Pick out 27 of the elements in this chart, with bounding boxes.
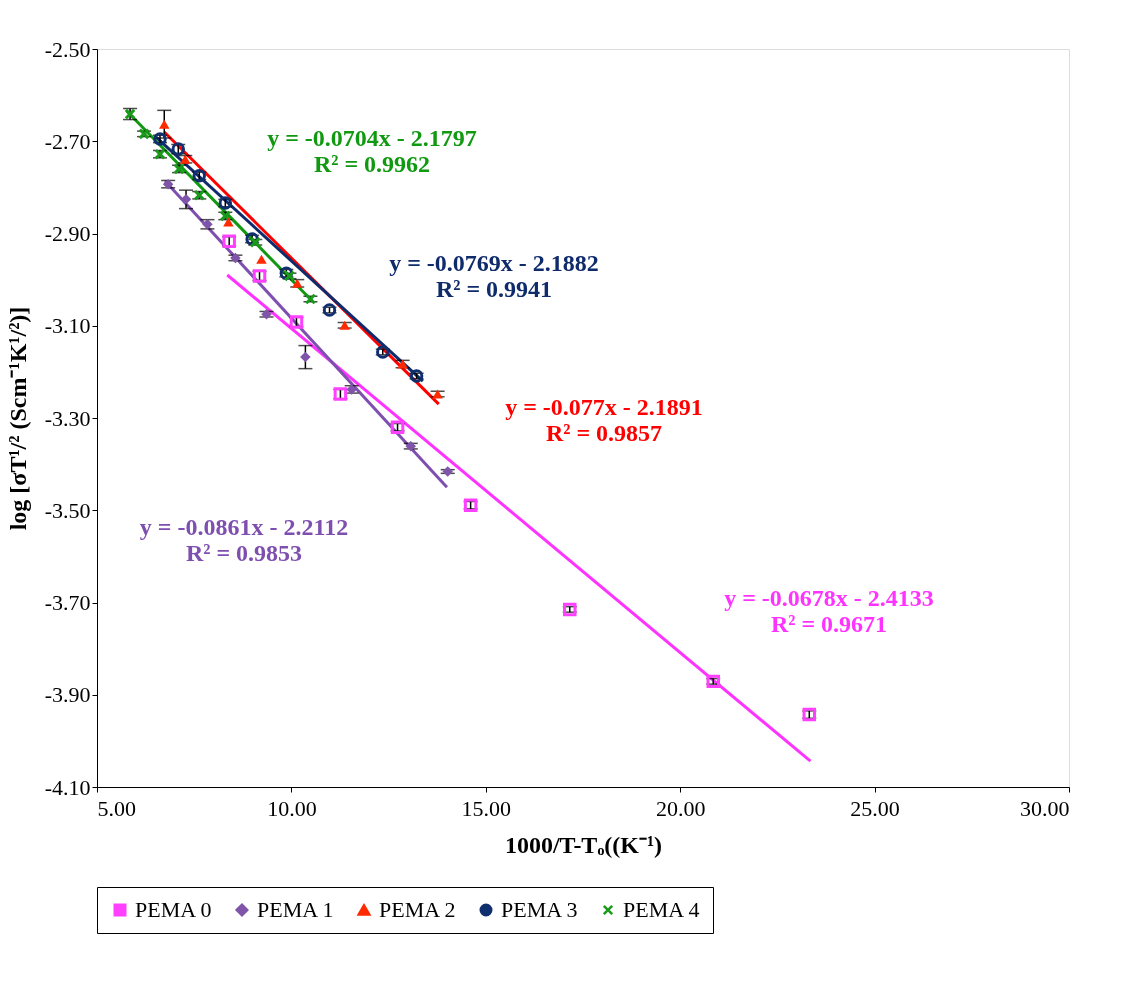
x-tick-label: 15.00 <box>461 795 512 821</box>
y-tick-label: -3.30 <box>44 405 91 431</box>
y-tick-label: -3.10 <box>44 313 91 339</box>
annotation: y = -0.0704x - 2.1797 R² = 0.9962 <box>267 125 477 177</box>
x-axis-title: 1000/T-Tₒ((K⁻¹) <box>504 831 663 858</box>
legend-label: PEMA 2 <box>379 897 456 922</box>
annotation: y = -0.0861x - 2.2112 R² = 0.9853 <box>139 514 349 566</box>
annotation: y = -0.0678x - 2.4133 R² = 0.9671 <box>724 585 934 637</box>
annotation: y = -0.077x - 2.1891 R² = 0.9857 <box>505 394 703 446</box>
y-tick-label: -3.70 <box>44 590 91 615</box>
y-tick-label: -2.70 <box>44 128 91 154</box>
x-tick-label: 20.00 <box>655 795 706 821</box>
x-tick-label: 30.00 <box>1020 795 1070 821</box>
y-tick-label: -2.50 <box>44 36 91 62</box>
y-axis-title: log [σT¹/² (Scm⁻¹K¹/²)] <box>4 306 31 531</box>
x-tick-label: 5.00 <box>97 795 136 821</box>
y-tick-label: -2.90 <box>44 221 91 246</box>
y-tick-label: -3.50 <box>44 497 91 523</box>
legend-label: PEMA 0 <box>135 897 212 922</box>
legend-label: PEMA 3 <box>501 897 578 922</box>
y-tick-label: -4.10 <box>44 774 91 800</box>
legend-label: PEMA 4 <box>623 897 700 922</box>
legend-label: PEMA 1 <box>257 897 334 922</box>
x-tick-label: 10.00 <box>267 795 317 821</box>
x-tick-label: 25.00 <box>850 795 900 821</box>
y-tick-label: -3.90 <box>44 682 91 708</box>
annotation: y = -0.0769x - 2.1882 R² = 0.9941 <box>389 250 599 302</box>
